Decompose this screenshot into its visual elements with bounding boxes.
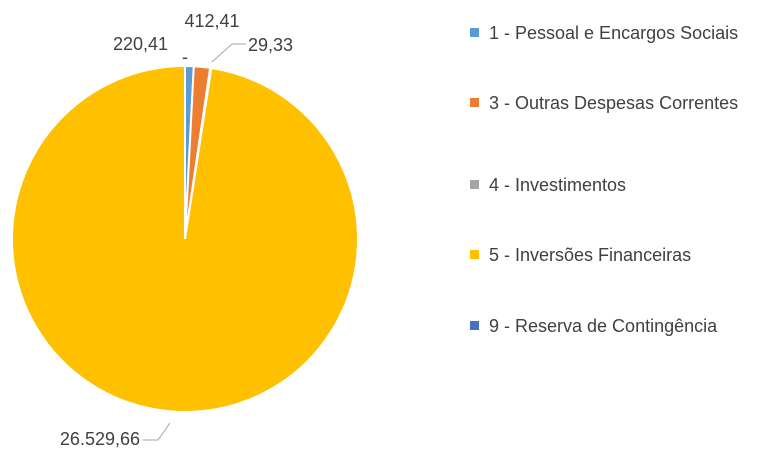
legend-item: 5 - Inversões Financeiras: [466, 242, 760, 268]
legend-label: 9 - Reserva de Contingência: [489, 316, 718, 336]
data-label: 220,41: [113, 34, 168, 54]
legend-label: 3 - Outras Despesas Correntes: [489, 93, 739, 113]
data-label: -: [182, 47, 188, 67]
leader-line: [211, 43, 246, 63]
data-label: 412,41: [184, 11, 239, 31]
data-label: 26.529,66: [60, 429, 140, 449]
legend-item: 1 - Pessoal e Encargos Sociais: [466, 20, 760, 46]
legend-label: 5 - Inversões Financeiras: [489, 245, 692, 265]
legend-swatch: [470, 98, 479, 107]
legend-swatch: [470, 321, 479, 330]
legend-item: 9 - Reserva de Contingência: [466, 313, 760, 339]
legend-label: 1 - Pessoal e Encargos Sociais: [489, 23, 739, 43]
legend-swatch: [470, 180, 479, 189]
leader-line: [143, 422, 171, 441]
legend-item: 3 - Outras Despesas Correntes: [466, 90, 760, 116]
legend-label: 4 - Investimentos: [489, 175, 627, 195]
data-label: 29,33: [248, 35, 293, 55]
legend-item: 4 - Investimentos: [466, 172, 760, 198]
legend-swatch: [470, 250, 479, 259]
legend-swatch: [470, 28, 479, 37]
